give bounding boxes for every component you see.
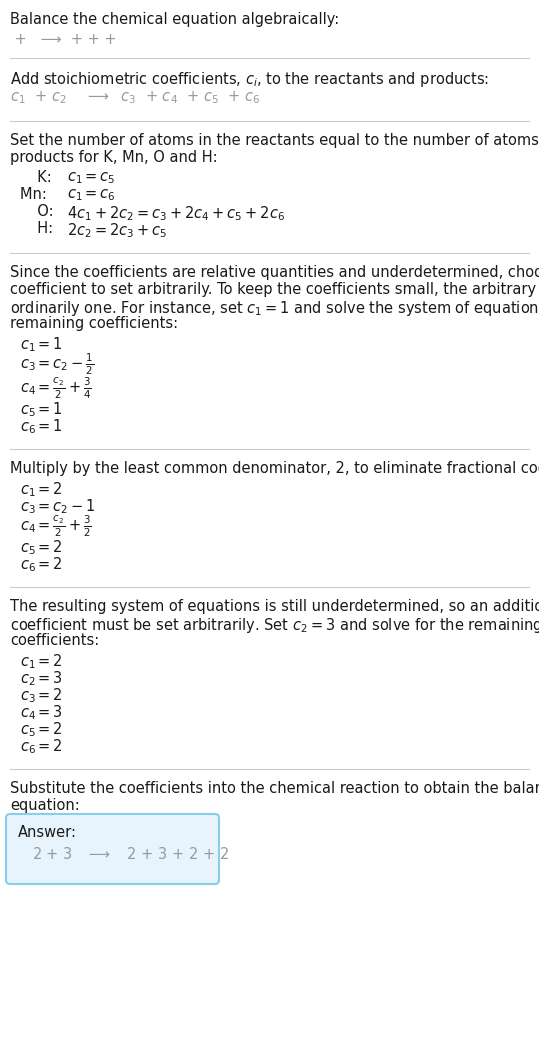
Text: $c_6 = 1$: $c_6 = 1$ — [20, 417, 63, 436]
Text: Multiply by the least common denominator, 2, to eliminate fractional coefficient: Multiply by the least common denominator… — [10, 461, 539, 477]
Text: $c_2 = 3$: $c_2 = 3$ — [20, 669, 63, 688]
Text: $c_4 = \frac{c_2}{2} + \frac{3}{4}$: $c_4 = \frac{c_2}{2} + \frac{3}{4}$ — [20, 376, 92, 401]
Text: Since the coefficients are relative quantities and underdetermined, choose a: Since the coefficients are relative quan… — [10, 265, 539, 280]
Text: Balance the chemical equation algebraically:: Balance the chemical equation algebraica… — [10, 11, 339, 27]
Text: H:: H: — [28, 220, 63, 236]
Text: $c_1 = 2$: $c_1 = 2$ — [20, 652, 63, 671]
Text: $c_4 = 3$: $c_4 = 3$ — [20, 703, 63, 722]
Text: Answer:: Answer: — [18, 825, 77, 840]
FancyBboxPatch shape — [6, 814, 219, 884]
Text: $c_1 = c_5$: $c_1 = c_5$ — [67, 170, 116, 186]
Text: $c_5 = 1$: $c_5 = 1$ — [20, 400, 63, 419]
Text: $c_6 = 2$: $c_6 = 2$ — [20, 737, 63, 756]
Text: remaining coefficients:: remaining coefficients: — [10, 316, 178, 331]
Text: O:: O: — [28, 204, 63, 219]
Text: The resulting system of equations is still underdetermined, so an additional: The resulting system of equations is sti… — [10, 599, 539, 614]
Text: $c_5 = 2$: $c_5 = 2$ — [20, 538, 63, 557]
Text: $2$ + $3$   $\longrightarrow$   $2$ + $3$ + $2$ + $2$: $2$ + $3$ $\longrightarrow$ $2$ + $3$ + … — [32, 846, 229, 862]
Text: ordinarily one. For instance, set $c_1 = 1$ and solve the system of equations fo: ordinarily one. For instance, set $c_1 =… — [10, 299, 539, 318]
Text: $c_4 = \frac{c_2}{2} + \frac{3}{2}$: $c_4 = \frac{c_2}{2} + \frac{3}{2}$ — [20, 514, 92, 539]
Text: equation:: equation: — [10, 798, 80, 813]
Text: $c_5 = 2$: $c_5 = 2$ — [20, 720, 63, 739]
Text: products for K, Mn, O and H:: products for K, Mn, O and H: — [10, 150, 218, 165]
Text: K:: K: — [28, 170, 61, 185]
Text: $c_6 = 2$: $c_6 = 2$ — [20, 555, 63, 574]
Text: $4 c_1 + 2 c_2 = c_3 + 2 c_4 + c_5 + 2 c_6$: $4 c_1 + 2 c_2 = c_3 + 2 c_4 + c_5 + 2 c… — [67, 204, 285, 223]
Text: $c_3 = 2$: $c_3 = 2$ — [20, 686, 63, 704]
Text: Mn:: Mn: — [20, 187, 56, 202]
Text: Substitute the coefficients into the chemical reaction to obtain the balanced: Substitute the coefficients into the che… — [10, 781, 539, 796]
Text: coefficient to set arbitrarily. To keep the coefficients small, the arbitrary va: coefficient to set arbitrarily. To keep … — [10, 282, 539, 297]
Text: $c_1 = 2$: $c_1 = 2$ — [20, 480, 63, 498]
Text: +   ⟶  + + +: + ⟶ + + + — [10, 32, 121, 47]
Text: $2 c_2 = 2 c_3 + c_5$: $2 c_2 = 2 c_3 + c_5$ — [67, 220, 167, 239]
Text: coefficients:: coefficients: — [10, 633, 99, 648]
Text: $c_1 = 1$: $c_1 = 1$ — [20, 335, 63, 353]
Text: $c_1$  + $c_2$    $\longrightarrow$  $c_3$  + $c_4$  + $c_5$  + $c_6$: $c_1$ + $c_2$ $\longrightarrow$ $c_3$ + … — [10, 89, 260, 106]
Text: Set the number of atoms in the reactants equal to the number of atoms in the: Set the number of atoms in the reactants… — [10, 133, 539, 148]
Text: $c_3 = c_2 - \frac{1}{2}$: $c_3 = c_2 - \frac{1}{2}$ — [20, 352, 94, 377]
Text: coefficient must be set arbitrarily. Set $c_2 = 3$ and solve for the remaining: coefficient must be set arbitrarily. Set… — [10, 616, 539, 635]
Text: $c_3 = c_2 - 1$: $c_3 = c_2 - 1$ — [20, 497, 96, 515]
Text: Add stoichiometric coefficients, $c_i$, to the reactants and products:: Add stoichiometric coefficients, $c_i$, … — [10, 70, 489, 89]
Text: $c_1 = c_6$: $c_1 = c_6$ — [67, 187, 116, 203]
